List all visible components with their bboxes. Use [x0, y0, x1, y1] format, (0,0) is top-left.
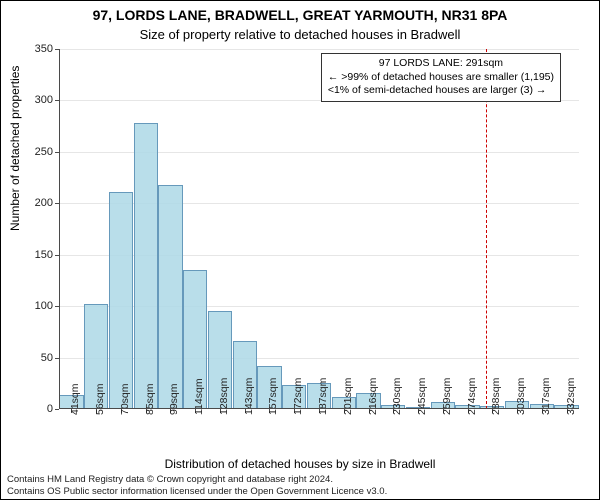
x-tick-label: 85sqm — [144, 383, 156, 415]
x-tick-label: 317sqm — [540, 378, 552, 415]
x-tick-label: 303sqm — [515, 378, 527, 415]
chart-title-line1: 97, LORDS LANE, BRADWELL, GREAT YARMOUTH… — [1, 7, 599, 23]
x-tick-label: 114sqm — [193, 378, 205, 415]
footnote: Contains HM Land Registry data © Crown c… — [7, 474, 593, 497]
x-tick-label: 172sqm — [292, 378, 304, 415]
x-tick-label: 216sqm — [367, 378, 379, 415]
chart-title-line2: Size of property relative to detached ho… — [1, 27, 599, 42]
histogram-bar — [109, 192, 133, 409]
x-axis-line — [59, 408, 579, 409]
footnote-line2: Contains OS Public sector information li… — [7, 486, 593, 497]
annotation-line2: ← >99% of detached houses are smaller (1… — [328, 71, 554, 85]
x-tick-label: 143sqm — [243, 378, 255, 415]
x-axis-label: Distribution of detached houses by size … — [1, 457, 599, 471]
y-tick-label: 350 — [35, 43, 59, 55]
y-tick-label: 150 — [35, 249, 59, 261]
footnote-line1: Contains HM Land Registry data © Crown c… — [7, 474, 593, 485]
y-tick-label: 100 — [35, 300, 59, 312]
x-tick-label: 230sqm — [391, 378, 403, 415]
annotation-box: 97 LORDS LANE: 291sqm ← >99% of detached… — [321, 53, 561, 102]
plot-area: 05010015020025030035041sqm56sqm70sqm85sq… — [59, 49, 579, 409]
histogram-bar — [158, 185, 182, 409]
annotation-line3: <1% of semi-detached houses are larger (… — [328, 84, 554, 98]
annotation-line1: 97 LORDS LANE: 291sqm — [328, 57, 554, 71]
y-tick-label: 0 — [47, 403, 59, 415]
x-tick-label: 56sqm — [94, 383, 106, 415]
x-tick-label: 157sqm — [267, 378, 279, 415]
x-tick-label: 128sqm — [218, 378, 230, 415]
y-axis-label: Number of detached properties — [8, 66, 22, 231]
x-tick-label: 187sqm — [317, 378, 329, 415]
grid-line — [59, 49, 579, 50]
x-tick-label: 201sqm — [342, 378, 354, 415]
x-tick-label: 259sqm — [441, 378, 453, 415]
x-tick-label: 99sqm — [168, 383, 180, 415]
x-tick-label: 41sqm — [69, 383, 81, 415]
y-tick-label: 200 — [35, 197, 59, 209]
x-tick-label: 288sqm — [490, 378, 502, 415]
y-axis-line — [59, 49, 60, 409]
x-tick-label: 245sqm — [416, 378, 428, 415]
y-tick-label: 300 — [35, 94, 59, 106]
y-tick-label: 250 — [35, 146, 59, 158]
marker-line — [486, 49, 487, 409]
y-tick-label: 50 — [41, 352, 59, 364]
chart-container: 97, LORDS LANE, BRADWELL, GREAT YARMOUTH… — [0, 0, 600, 500]
x-tick-label: 70sqm — [119, 383, 131, 415]
x-tick-label: 332sqm — [565, 378, 577, 415]
histogram-bar — [134, 123, 158, 409]
x-tick-label: 274sqm — [466, 378, 478, 415]
